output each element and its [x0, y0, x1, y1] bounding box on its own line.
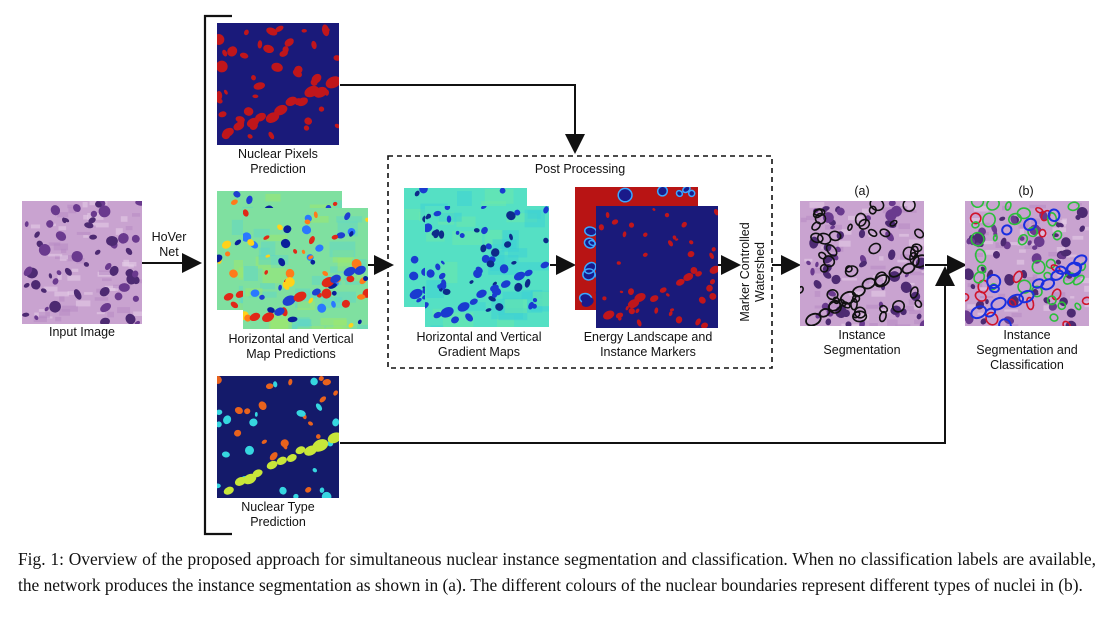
arrow-np-to-post	[340, 84, 585, 154]
branch-bracket	[203, 14, 232, 536]
cls-label-line-3: Classification	[990, 358, 1064, 372]
nt-label-line-2: Prediction	[250, 515, 306, 529]
hv-map-label: Horizontal and Vertical Map Predictions	[206, 332, 376, 362]
watershed-line-2: Watershed	[753, 242, 767, 302]
post-processing-title: Post Processing	[534, 162, 626, 176]
energy-label-line-2: Instance Markers	[600, 345, 696, 359]
instance-seg-panel	[800, 201, 924, 326]
instance-seg-label: Instance Segmentation	[800, 328, 924, 358]
nuclear-pixels-label: Nuclear Pixels Prediction	[200, 147, 356, 177]
instance-markers-panel	[596, 206, 718, 328]
grad-label-line-2: Gradient Maps	[438, 345, 520, 359]
hover-net-label: HoVer Net	[143, 230, 195, 260]
np-label-line-1: Nuclear Pixels	[238, 147, 318, 161]
np-label-line-2: Prediction	[250, 162, 306, 176]
gradient-map-front	[425, 206, 549, 327]
connector-lines	[142, 14, 967, 536]
input-image-label: Input Image	[48, 325, 115, 339]
overview-figure: Input Image HoVer Net Nuclear Pixels Pre…	[22, 14, 1104, 536]
cls-label-line-2: Segmentation and	[976, 343, 1078, 357]
input-image-panel	[22, 201, 142, 324]
cls-label-line-1: Instance	[1003, 328, 1051, 342]
nuclear-type-panel	[217, 376, 339, 498]
grad-label-line-1: Horizontal and Vertical	[416, 330, 542, 344]
classification-label: Instance Segmentation and Classification	[950, 328, 1104, 373]
inst-label-line-1: Instance	[838, 328, 886, 342]
hv-label-line-2: Map Predictions	[246, 347, 336, 361]
classification-panel	[965, 201, 1089, 326]
watershed-line-1: Marker Controlled	[738, 222, 752, 322]
figure-caption: Fig. 1: Overview of the proposed approac…	[18, 549, 1096, 595]
watershed-label: Marker Controlled Watershed	[738, 212, 770, 332]
hv-map-front	[243, 208, 368, 329]
arrow-nt-to-class	[340, 266, 955, 444]
energy-label: Energy Landscape and Instance Markers	[565, 330, 731, 360]
energy-label-line-1: Energy Landscape and	[583, 330, 713, 344]
nt-label-line-1: Nuclear Type	[241, 500, 315, 514]
nuclear-type-label: Nuclear Type Prediction	[200, 500, 356, 530]
hv-label-line-1: Horizontal and Vertical	[228, 332, 354, 346]
post-processing-box	[387, 155, 773, 369]
inst-label-line-2: Segmentation	[823, 343, 901, 357]
hover-net-line-2: Net	[159, 245, 179, 259]
tag-a: (a)	[854, 184, 870, 198]
gradient-map-label: Horizontal and Vertical Gradient Maps	[396, 330, 562, 360]
hover-net-line-1: HoVer	[151, 230, 187, 244]
nuclear-pixels-panel	[217, 23, 339, 145]
tag-b: (b)	[1018, 184, 1034, 198]
